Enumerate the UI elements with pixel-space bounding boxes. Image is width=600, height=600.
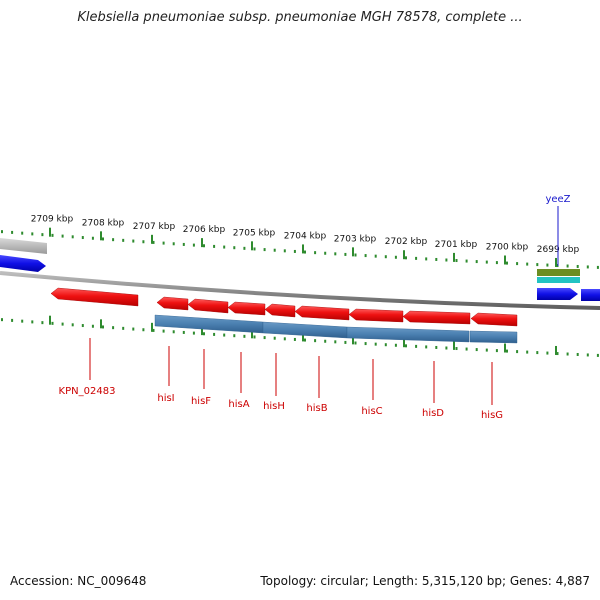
- kbp-label: 2709 kbp: [31, 215, 74, 225]
- protein-band-4: [469, 330, 518, 344]
- kbp-label: 2708 kbp: [82, 218, 125, 228]
- gene-grey-partial[interactable]: [0, 238, 47, 254]
- coordinate-ticks-top: [1, 227, 599, 269]
- kbp-label: 2701 kbp: [435, 240, 478, 250]
- kbp-label: 2703 kbp: [334, 234, 377, 244]
- gene-labels: KPN_02483 hisI hisF hisA hisH hisB hisC hisD his…: [59, 194, 571, 421]
- gene-red-3[interactable]: [187, 298, 229, 314]
- kbp-label: 2700 kbp: [486, 242, 529, 252]
- gene-yeeZ[interactable]: [537, 288, 578, 300]
- gene-red-5[interactable]: [264, 303, 296, 318]
- kbp-label: 2705 kbp: [233, 228, 276, 238]
- gene-red-8[interactable]: [402, 310, 471, 325]
- topology-label: Topology: circular; Length: 5,315,120 bp…: [260, 574, 590, 588]
- gene-label[interactable]: hisC: [361, 406, 382, 417]
- gene-blue-partial-right[interactable]: [581, 289, 600, 301]
- gene-red-6[interactable]: [294, 305, 350, 321]
- gene-label[interactable]: hisF: [191, 396, 211, 407]
- gene-label[interactable]: hisA: [228, 399, 249, 410]
- gene-label[interactable]: KPN_02483: [59, 386, 116, 397]
- gene-label[interactable]: hisB: [306, 403, 327, 414]
- genome-backbone: [0, 271, 600, 310]
- gene-red-1[interactable]: [50, 287, 139, 307]
- gene-label[interactable]: hisD: [422, 408, 444, 419]
- gene-red-2[interactable]: [156, 296, 189, 311]
- coordinate-labels: 2709 kbp 2708 kbp 2707 kbp 2706 kbp 2705 kbp…: [31, 215, 580, 255]
- feature-olive[interactable]: [537, 269, 580, 276]
- gene-label[interactable]: hisI: [157, 393, 174, 404]
- gene-label[interactable]: hisG: [481, 410, 503, 421]
- gene-label-yeeZ[interactable]: yeeZ: [545, 194, 570, 205]
- gene-red-7[interactable]: [348, 308, 404, 323]
- gene-features: [0, 238, 600, 344]
- feature-cyan[interactable]: [537, 277, 580, 283]
- protein-band-3: [346, 326, 470, 343]
- gene-label[interactable]: hisH: [263, 401, 285, 412]
- gene-red-9[interactable]: [470, 312, 518, 327]
- gene-red-4[interactable]: [227, 301, 266, 316]
- protein-band-2: [262, 321, 348, 339]
- kbp-label: 2706 kbp: [183, 225, 226, 235]
- kbp-label: 2704 kbp: [284, 231, 327, 241]
- accession-label: Accession: NC_009648: [10, 574, 147, 588]
- protein-band-1: [154, 314, 264, 334]
- kbp-label: 2702 kbp: [385, 237, 428, 247]
- kbp-label: 2707 kbp: [133, 222, 176, 232]
- gene-blue-partial-left[interactable]: [0, 255, 46, 272]
- map-title: Klebsiella pneumoniae subsp. pneumoniae …: [77, 10, 523, 25]
